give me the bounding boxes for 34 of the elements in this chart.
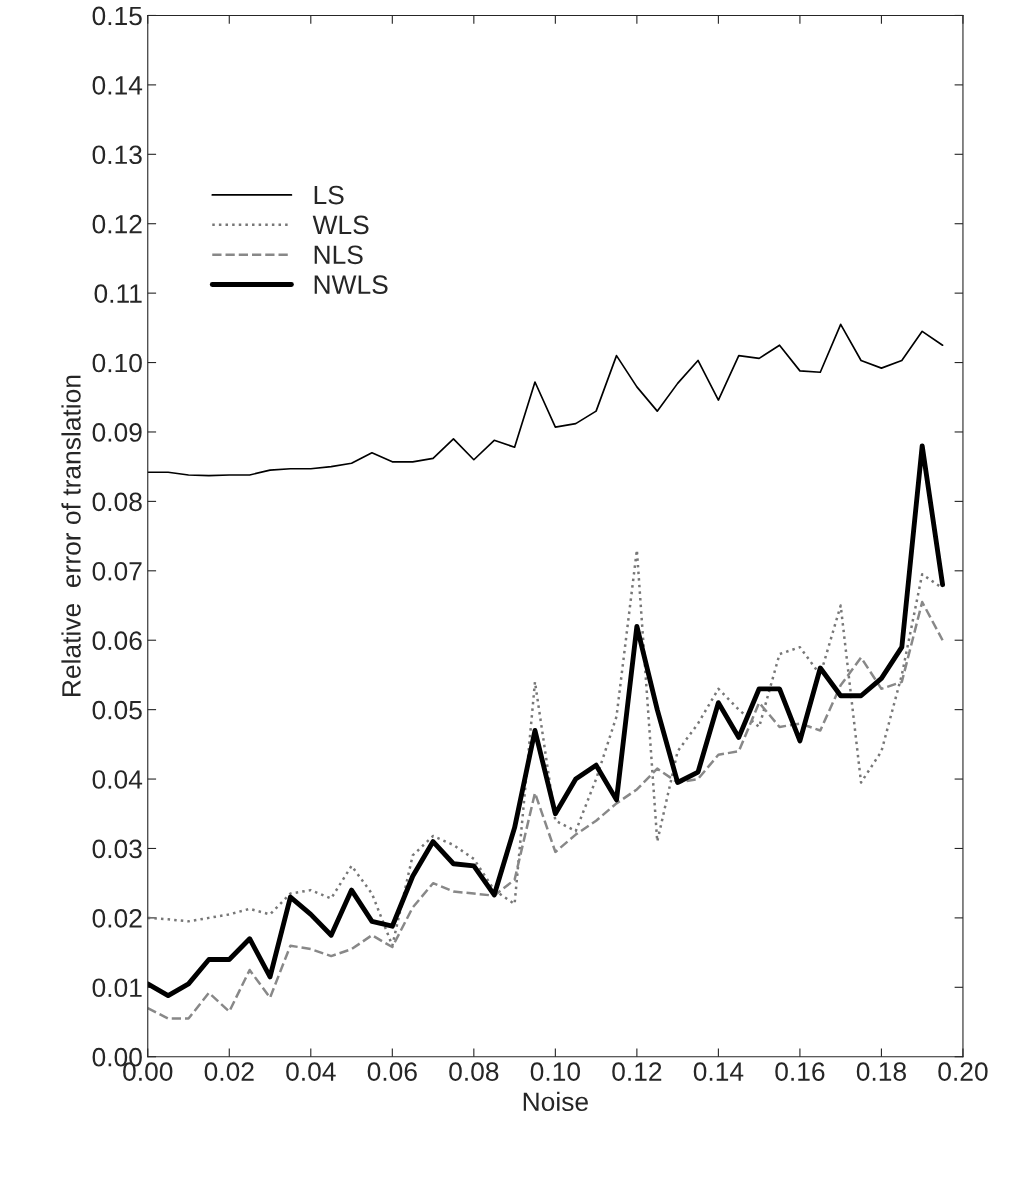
y-tick-label: 0.08 [92, 492, 142, 512]
x-tick-label: 0.06 [367, 1062, 417, 1081]
x-tick-label: 0.10 [530, 1062, 581, 1081]
legend-label: NWLS [314, 275, 388, 295]
y-tick-label: 0.11 [94, 284, 142, 303]
y-tick-label: 0.03 [92, 839, 142, 859]
x-tick-label: 0.14 [693, 1062, 744, 1081]
y-tick-label: 0.06 [92, 631, 142, 651]
y-tick-label: 0.10 [92, 353, 142, 373]
x-tick-label: 0.12 [612, 1062, 662, 1081]
y-tick-label: 0.07 [92, 561, 142, 581]
y-tick-label: 0.02 [92, 909, 142, 928]
y-tick-label: 0.01 [92, 978, 142, 998]
legend-label: LS [314, 185, 344, 205]
y-axis-title: Relative error of translation [61, 375, 81, 696]
x-tick-label: 0.16 [775, 1062, 825, 1081]
y-tick-label: 0.14 [92, 76, 143, 95]
x-tick-label: 0.20 [938, 1062, 988, 1081]
y-tick-label: 0.05 [92, 700, 142, 720]
legend-label: WLS [312, 215, 369, 235]
line-series [147, 600, 944, 1020]
y-tick-label: 0.12 [92, 214, 142, 234]
y-tick-label: 0.15 [92, 6, 142, 26]
y-tick-label: 0.13 [92, 145, 142, 165]
x-tick-label: 0.08 [449, 1062, 499, 1081]
line-series [147, 443, 946, 999]
x-tick-label: 0.02 [204, 1062, 254, 1081]
x-tick-label: 0.18 [856, 1062, 906, 1081]
y-tick-label: 0.04 [92, 770, 143, 789]
legend-label: NLS [314, 245, 363, 265]
y-tick-label: 0.09 [92, 423, 142, 442]
x-axis-title: Noise [523, 1091, 588, 1112]
line-series [147, 323, 944, 477]
x-tick-label: 0.04 [286, 1062, 336, 1081]
